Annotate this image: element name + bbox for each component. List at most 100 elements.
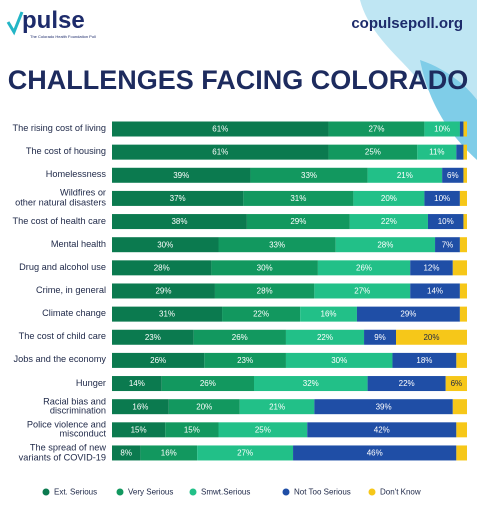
bar-segment [222, 306, 301, 322]
bar-segment [211, 260, 318, 276]
bar-segment [328, 121, 425, 137]
value-label: 14% [427, 287, 443, 296]
bar-segment [459, 306, 467, 322]
bar-segment [442, 167, 464, 183]
legend-swatch [368, 488, 376, 496]
value-label: 15% [184, 425, 200, 434]
bar-segment [328, 144, 418, 160]
value-label: 39% [376, 402, 392, 411]
bar-segment [254, 376, 368, 392]
bar-segment [218, 237, 336, 253]
legend-swatch [189, 488, 197, 496]
value-label: 39% [173, 171, 189, 180]
bar-segment [427, 214, 464, 230]
bar-segment [112, 190, 244, 206]
value-label: 15% [131, 425, 147, 434]
bar-segment [456, 422, 467, 438]
value-label: 23% [145, 333, 161, 342]
bar-segment [168, 399, 240, 415]
bar-segment [140, 445, 198, 461]
value-label: 30% [257, 263, 273, 272]
legend-label: Very Serious [128, 488, 173, 497]
value-label: 28% [377, 240, 393, 249]
bar-segment [112, 376, 162, 392]
category-label: The cost of housing [25, 146, 106, 157]
value-label: 27% [354, 287, 370, 296]
value-label: 29% [290, 217, 306, 226]
legend-swatch [42, 488, 50, 496]
value-label: 61% [212, 125, 228, 134]
category-label: The cost of child care [18, 331, 106, 342]
value-label: 16% [161, 449, 177, 458]
bar-segment [417, 144, 457, 160]
bar-segment [452, 399, 467, 415]
value-label: 20% [423, 333, 439, 342]
value-label: 23% [237, 356, 253, 365]
logo: pulse [22, 7, 85, 34]
value-label: 18% [416, 356, 432, 365]
value-label: 38% [171, 217, 187, 226]
value-label: 20% [381, 194, 397, 203]
legend-label: Don't Know [380, 488, 421, 497]
legend-label: Not Too Serious [294, 488, 351, 497]
bar-segment [424, 121, 460, 137]
value-label: 61% [212, 148, 228, 157]
bar-segment [285, 352, 393, 368]
value-label: 25% [365, 148, 381, 157]
value-label: 10% [434, 194, 450, 203]
category-label: Wildfires or other natural disasters [15, 187, 106, 208]
value-label: 37% [170, 194, 186, 203]
category-label: The cost of health care [12, 215, 106, 226]
value-label: 12% [423, 263, 439, 272]
legend-swatch [116, 488, 124, 496]
bar-segment [459, 237, 467, 253]
bar-segment [396, 329, 467, 345]
bar-segment [424, 190, 460, 206]
bar-segment [285, 329, 365, 345]
value-label: 20% [196, 402, 212, 411]
legend-swatch [282, 488, 290, 496]
bar-segment [317, 260, 411, 276]
bar-segment [356, 306, 460, 322]
value-label: 8% [120, 449, 132, 458]
bar-segment [314, 399, 453, 415]
value-label: 22% [381, 217, 397, 226]
category-label: Hunger [75, 377, 106, 388]
bar-segment [463, 144, 467, 160]
bar-segment [112, 352, 205, 368]
value-label: 27% [237, 449, 253, 458]
bar-segment [463, 214, 467, 230]
value-label: 30% [157, 240, 173, 249]
category-label: Crime, in general [36, 285, 106, 296]
logo-subtitle: The Colorado Health Foundation Poll [30, 34, 96, 39]
bar-segment [367, 167, 443, 183]
value-label: 6% [451, 379, 463, 388]
category-label: The rising cost of living [12, 123, 106, 134]
value-label: 21% [397, 171, 413, 180]
bar-segment [364, 329, 396, 345]
category-label: Jobs and the economy [13, 354, 106, 365]
bar-segment [112, 121, 329, 137]
bar-segment [392, 352, 457, 368]
value-label: 9% [374, 333, 386, 342]
bar-segment [410, 283, 460, 299]
legend-label: Ext. Serious [54, 488, 97, 497]
bar-segment [459, 283, 467, 299]
value-label: 10% [434, 125, 450, 134]
bar-segment [243, 190, 354, 206]
bar-segment [435, 237, 460, 253]
value-label: 22% [399, 379, 415, 388]
category-label: Racial bias and discrimination [43, 396, 106, 416]
logo-mark [6, 11, 24, 36]
bar-segment [112, 237, 219, 253]
value-label: 32% [303, 379, 319, 388]
chart-title: CHALLENGES FACING COLORADO [8, 65, 469, 95]
bar-segment [445, 376, 467, 392]
bar-segment [112, 144, 329, 160]
bar-segment [204, 352, 286, 368]
value-label: 31% [159, 310, 175, 319]
bar-segment [459, 190, 467, 206]
bar-segment [112, 445, 141, 461]
category-label: Mental health [50, 238, 106, 249]
bar-segment [349, 214, 428, 230]
